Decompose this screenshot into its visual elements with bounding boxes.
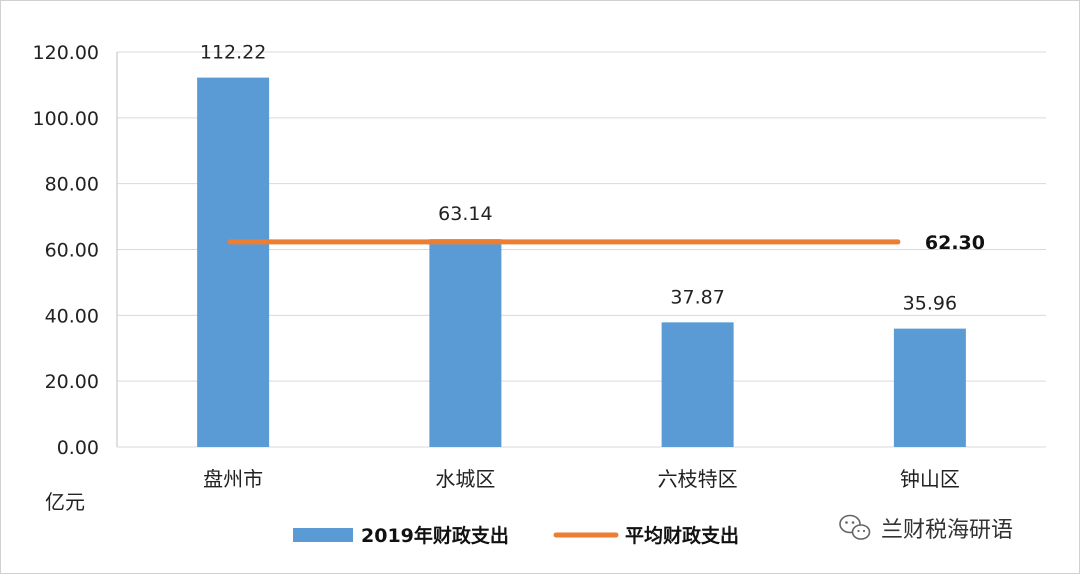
y-tick-label: 80.00 xyxy=(45,174,99,196)
x-category-label: 水城区 xyxy=(435,467,495,491)
bar xyxy=(893,328,966,447)
x-category-label: 盘州市 xyxy=(203,467,263,491)
y-tick-label: 20.00 xyxy=(45,371,99,393)
legend-swatch-bar xyxy=(293,528,353,542)
y-tick-label: 60.00 xyxy=(45,240,99,262)
legend: 2019年财政支出 平均财政支出 xyxy=(293,524,739,547)
x-category-label: 六枝特区 xyxy=(658,467,738,491)
data-label: 35.96 xyxy=(903,293,957,315)
y-tick-label: 0.00 xyxy=(57,437,99,459)
bar xyxy=(661,322,734,447)
legend-label-bar: 2019年财政支出 xyxy=(361,524,509,547)
y-tick-label: 100.00 xyxy=(33,108,99,130)
data-label: 112.22 xyxy=(200,42,266,64)
y-tick-label: 40.00 xyxy=(45,305,99,327)
data-label: 37.87 xyxy=(670,286,724,308)
watermark: 兰财税海研语 xyxy=(839,514,1013,543)
bar xyxy=(197,77,270,448)
average-value-label: 62.30 xyxy=(925,232,985,254)
y-axis-unit-label: 亿元 xyxy=(45,490,85,514)
data-label: 63.14 xyxy=(438,203,492,225)
wechat-icon xyxy=(839,514,871,540)
y-tick-label: 120.00 xyxy=(33,42,99,64)
bar xyxy=(429,239,502,447)
watermark-text: 兰财税海研语 xyxy=(881,518,1013,543)
x-category-label: 钟山区 xyxy=(900,467,960,491)
legend-label-line: 平均财政支出 xyxy=(625,524,739,547)
